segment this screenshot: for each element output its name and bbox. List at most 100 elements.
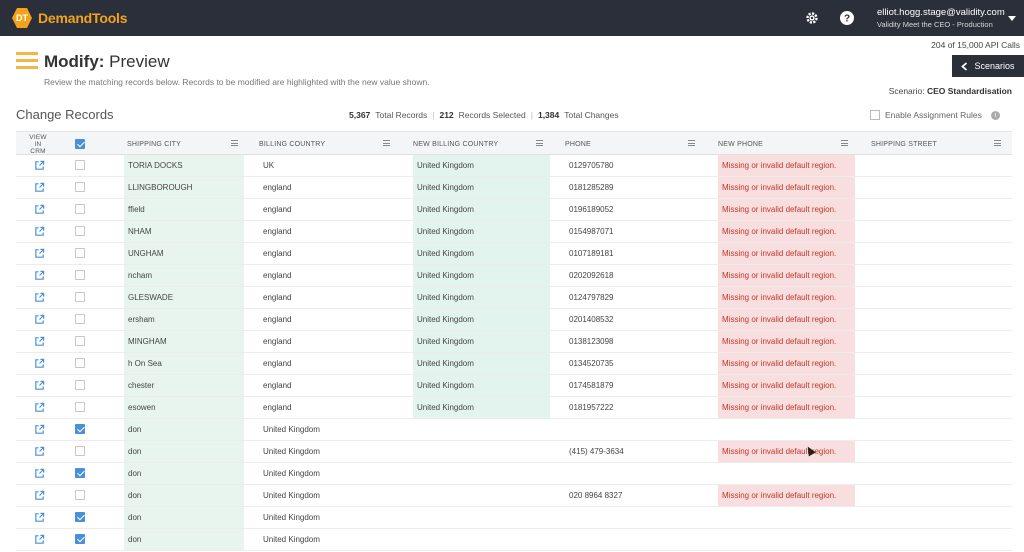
column-menu-icon[interactable] — [994, 140, 1001, 146]
row-select-checkbox[interactable] — [75, 468, 85, 478]
open-in-crm-icon[interactable] — [34, 270, 45, 281]
row-select-checkbox[interactable] — [75, 160, 85, 170]
assignment-rules-toggle[interactable]: Enable Assignment Rules i — [870, 110, 1000, 120]
cell-phone: 0174581879 — [569, 381, 614, 390]
table-row[interactable]: NHAM england United Kingdom 0154987071 Missi… — [16, 221, 1012, 243]
row-select-checkbox[interactable] — [75, 380, 85, 390]
open-in-crm-icon[interactable] — [34, 468, 45, 479]
row-select-checkbox[interactable] — [75, 292, 85, 302]
col-shipping-street[interactable]: SHIPPING STREET — [871, 140, 938, 148]
cell-billing-country: england — [263, 183, 292, 192]
open-in-crm-icon[interactable] — [34, 402, 45, 413]
row-select-checkbox[interactable] — [75, 248, 85, 258]
open-in-crm-icon[interactable] — [34, 226, 45, 237]
table-row[interactable]: don United Kingdom — [16, 507, 1012, 529]
col-new-phone[interactable]: NEW PHONE — [718, 140, 763, 148]
table-row[interactable]: GLESWADE england United Kingdom 0124797829 M… — [16, 287, 1012, 309]
cell-phone: 0129705780 — [569, 161, 614, 170]
chevron-down-icon[interactable] — [1008, 16, 1016, 21]
open-in-crm-icon[interactable] — [34, 336, 45, 347]
cell-new-billing-country: United Kingdom — [413, 309, 550, 330]
help-icon[interactable]: ? — [839, 10, 855, 26]
table-row[interactable]: MINGHAM england United Kingdom 0138123098 Mi… — [16, 331, 1012, 353]
open-in-crm-icon[interactable] — [34, 160, 45, 171]
cell-phone: 0181285289 — [569, 183, 614, 192]
row-select-checkbox[interactable] — [75, 512, 85, 522]
table-row[interactable]: UNGHAM england United Kingdom 0107189181 Mis… — [16, 243, 1012, 265]
cell-billing-country: england — [263, 315, 292, 324]
column-menu-icon[interactable] — [231, 140, 238, 146]
col-phone[interactable]: PHONE — [565, 140, 591, 148]
cell-phone: 0201408532 — [569, 315, 614, 324]
open-in-crm-icon[interactable] — [34, 248, 45, 259]
open-in-crm-icon[interactable] — [34, 204, 45, 215]
open-in-crm-icon[interactable] — [34, 182, 45, 193]
cell-billing-country: england — [263, 337, 292, 346]
cell-new-phone: Missing or invalid default region. — [718, 199, 855, 220]
table-row[interactable]: h On Sea england United Kingdom 0134520735 M… — [16, 353, 1012, 375]
cell-new-phone: Missing or invalid default region. — [718, 353, 855, 374]
open-in-crm-icon[interactable] — [34, 358, 45, 369]
cell-shipping-city: ncham — [124, 265, 244, 286]
app-logo[interactable]: DT DemandTools — [12, 8, 128, 28]
column-menu-icon[interactable] — [841, 140, 848, 146]
row-select-checkbox[interactable] — [75, 204, 85, 214]
table-row[interactable]: don United Kingdom — [16, 419, 1012, 441]
table-row[interactable]: don United Kingdom — [16, 463, 1012, 485]
scenario-label: Scenario: CEO Standardisation — [889, 86, 1012, 96]
open-in-crm-icon[interactable] — [34, 512, 45, 523]
record-stats: 5,367 Total Records | 212 Records Selected… — [349, 110, 619, 120]
row-select-checkbox[interactable] — [75, 270, 85, 280]
col-billing-country[interactable]: BILLING COUNTRY — [259, 140, 326, 148]
open-in-crm-icon[interactable] — [34, 424, 45, 435]
row-select-checkbox[interactable] — [75, 446, 85, 456]
row-select-checkbox[interactable] — [75, 226, 85, 236]
table-row[interactable]: TORIA DOCKS UK United Kingdom 0129705780 Mis… — [16, 155, 1012, 177]
col-view-label-1: VIEW — [29, 133, 47, 141]
row-select-checkbox[interactable] — [75, 358, 85, 368]
cell-new-billing-country: United Kingdom — [413, 375, 550, 396]
table-row[interactable]: ersham england United Kingdom 0201408532 Mis… — [16, 309, 1012, 331]
cell-shipping-city: don — [124, 463, 244, 484]
col-new-billing-country[interactable]: NEW BILLING COUNTRY — [413, 140, 499, 148]
table-row[interactable]: don United Kingdom — [16, 529, 1012, 551]
open-in-crm-icon[interactable] — [34, 314, 45, 325]
open-in-crm-icon[interactable] — [34, 490, 45, 501]
scenarios-button[interactable]: Scenarios — [952, 55, 1024, 77]
open-in-crm-icon[interactable] — [34, 446, 45, 457]
cell-billing-country: england — [263, 293, 292, 302]
row-select-checkbox[interactable] — [75, 314, 85, 324]
select-all-checkbox[interactable] — [75, 139, 85, 149]
table-row[interactable]: ncham england United Kingdom 0202092618 Miss… — [16, 265, 1012, 287]
cell-new-billing-country — [413, 419, 550, 440]
row-select-checkbox[interactable] — [75, 490, 85, 500]
gear-icon[interactable] — [804, 10, 820, 26]
selected-count: 212 — [439, 110, 454, 120]
row-select-checkbox[interactable] — [75, 402, 85, 412]
row-select-checkbox[interactable] — [75, 534, 85, 544]
assignment-rules-checkbox[interactable] — [870, 110, 880, 120]
table-row[interactable]: esowen england United Kingdom 0181957222 Mis… — [16, 397, 1012, 419]
column-menu-icon[interactable] — [688, 140, 695, 146]
open-in-crm-icon[interactable] — [34, 380, 45, 391]
row-select-checkbox[interactable] — [75, 424, 85, 434]
open-in-crm-icon[interactable] — [34, 534, 45, 545]
column-menu-icon[interactable] — [536, 140, 543, 146]
user-menu[interactable]: elliot.hogg.stage@validity.com Validity … — [877, 7, 1005, 29]
cell-billing-country: United Kingdom — [263, 513, 320, 522]
table-row[interactable]: ffield england United Kingdom 0196189052 Mis… — [16, 199, 1012, 221]
cell-shipping-city: UNGHAM — [124, 243, 244, 264]
cell-phone: 0124797829 — [569, 293, 614, 302]
open-in-crm-icon[interactable] — [34, 292, 45, 303]
table-row[interactable]: don United Kingdom 020 8964 8327 Missing or… — [16, 485, 1012, 507]
col-shipping-city[interactable]: SHIPPING CITY — [127, 140, 181, 148]
user-org: Validity Meet the CEO - Production — [877, 20, 993, 29]
info-icon[interactable]: i — [990, 110, 1000, 120]
table-row[interactable]: LLINGBOROUGH england United Kingdom 0181285… — [16, 177, 1012, 199]
table-row[interactable]: chester england United Kingdom 0174581879 Mi… — [16, 375, 1012, 397]
cell-phone: 0107189181 — [569, 249, 614, 258]
column-menu-icon[interactable] — [383, 140, 390, 146]
table-row[interactable]: don United Kingdom (415) 479-3634 Missing o… — [16, 441, 1012, 463]
row-select-checkbox[interactable] — [75, 336, 85, 346]
row-select-checkbox[interactable] — [75, 182, 85, 192]
